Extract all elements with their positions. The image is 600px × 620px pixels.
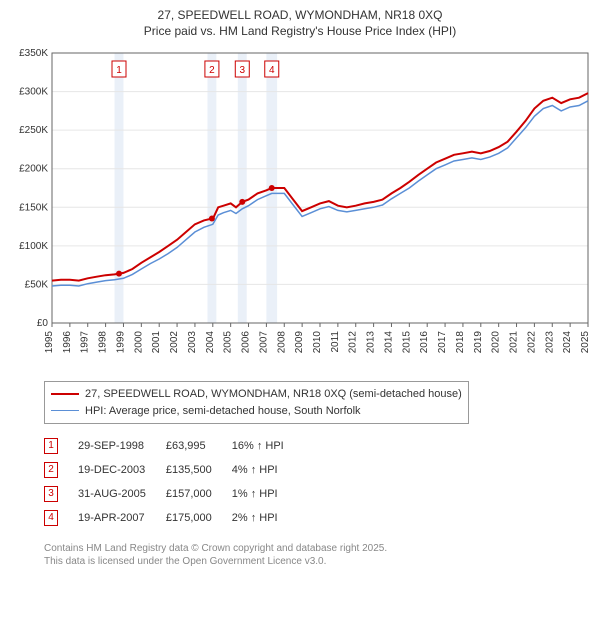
sale-price: £63,995 <box>166 434 232 458</box>
svg-text:2016: 2016 <box>419 331 430 354</box>
svg-text:2004: 2004 <box>205 331 216 354</box>
svg-text:2003: 2003 <box>187 331 198 354</box>
svg-text:£100K: £100K <box>19 241 48 252</box>
sale-dot <box>239 199 245 205</box>
sales-row: 1 29-SEP-1998£63,99516% ↑ HPI <box>44 434 304 458</box>
sale-price: £157,000 <box>166 482 232 506</box>
svg-text:2012: 2012 <box>348 331 359 354</box>
sale-dot <box>209 216 215 222</box>
sale-delta: 2% ↑ HPI <box>232 506 304 530</box>
svg-text:2025: 2025 <box>580 331 591 354</box>
series-hpi <box>52 101 588 286</box>
svg-text:2019: 2019 <box>473 331 484 354</box>
footnote-line-2: This data is licensed under the Open Gov… <box>44 555 592 568</box>
svg-text:3: 3 <box>239 65 245 76</box>
sale-marker-box: 4 <box>44 510 58 526</box>
chart-title-block: 27, SPEEDWELL ROAD, WYMONDHAM, NR18 0XQ … <box>8 8 592 39</box>
svg-text:£250K: £250K <box>19 125 48 136</box>
sale-delta: 4% ↑ HPI <box>232 458 304 482</box>
title-line-1: 27, SPEEDWELL ROAD, WYMONDHAM, NR18 0XQ <box>8 8 592 24</box>
svg-text:2021: 2021 <box>509 331 520 354</box>
svg-text:2020: 2020 <box>491 331 502 354</box>
sales-table: 1 29-SEP-1998£63,99516% ↑ HPI 2 19-DEC-2003… <box>44 434 304 530</box>
sale-date: 19-APR-2007 <box>78 506 166 530</box>
sales-row: 2 19-DEC-2003£135,5004% ↑ HPI <box>44 458 304 482</box>
footnote: Contains HM Land Registry data © Crown c… <box>44 542 592 568</box>
svg-text:2: 2 <box>209 65 215 76</box>
sale-delta: 1% ↑ HPI <box>232 482 304 506</box>
sale-marker-box: 1 <box>44 438 58 454</box>
svg-text:2007: 2007 <box>258 331 269 354</box>
svg-text:£300K: £300K <box>19 87 48 98</box>
legend-label: 27, SPEEDWELL ROAD, WYMONDHAM, NR18 0XQ … <box>85 386 462 403</box>
svg-text:1: 1 <box>116 65 122 76</box>
chart-container: £0 £50K £100K £150K £200K £250K £300K £350K 1995… <box>8 45 592 375</box>
svg-text:£350K: £350K <box>19 48 48 59</box>
svg-text:2015: 2015 <box>401 331 412 354</box>
svg-text:1999: 1999 <box>115 331 126 354</box>
price-chart: £0 £50K £100K £150K £200K £250K £300K £350K 1995… <box>8 45 592 375</box>
legend: 27, SPEEDWELL ROAD, WYMONDHAM, NR18 0XQ … <box>44 381 469 424</box>
svg-text:£50K: £50K <box>25 280 49 291</box>
svg-text:£0: £0 <box>37 318 49 329</box>
sales-row: 3 31-AUG-2005£157,0001% ↑ HPI <box>44 482 304 506</box>
sale-date: 31-AUG-2005 <box>78 482 166 506</box>
svg-text:1997: 1997 <box>80 331 91 354</box>
sale-marker-box: 2 <box>44 462 58 478</box>
svg-text:2009: 2009 <box>294 331 305 354</box>
sale-date: 29-SEP-1998 <box>78 434 166 458</box>
svg-text:1998: 1998 <box>98 331 109 354</box>
svg-text:2017: 2017 <box>437 331 448 354</box>
svg-text:4: 4 <box>269 65 275 76</box>
sale-dot <box>116 271 122 277</box>
svg-text:2001: 2001 <box>151 331 162 354</box>
legend-row-0: 27, SPEEDWELL ROAD, WYMONDHAM, NR18 0XQ … <box>51 386 462 403</box>
svg-text:2006: 2006 <box>241 331 252 354</box>
svg-text:2005: 2005 <box>223 331 234 354</box>
svg-text:2008: 2008 <box>276 331 287 354</box>
footnote-line-1: Contains HM Land Registry data © Crown c… <box>44 542 592 555</box>
legend-swatch <box>51 393 79 395</box>
svg-text:£150K: £150K <box>19 202 48 213</box>
svg-text:2010: 2010 <box>312 331 323 354</box>
sale-price: £135,500 <box>166 458 232 482</box>
svg-text:2002: 2002 <box>169 331 180 354</box>
svg-text:1995: 1995 <box>44 331 55 354</box>
svg-text:2000: 2000 <box>133 331 144 354</box>
sales-row: 4 19-APR-2007£175,0002% ↑ HPI <box>44 506 304 530</box>
svg-text:2023: 2023 <box>544 331 555 354</box>
svg-text:2018: 2018 <box>455 331 466 354</box>
sale-price: £175,000 <box>166 506 232 530</box>
svg-text:2013: 2013 <box>366 331 377 354</box>
legend-row-1: HPI: Average price, semi-detached house,… <box>51 403 462 420</box>
svg-text:2022: 2022 <box>526 331 537 354</box>
svg-text:2014: 2014 <box>383 331 394 354</box>
series-price_paid <box>52 93 588 281</box>
legend-label: HPI: Average price, semi-detached house,… <box>85 403 361 420</box>
title-line-2: Price paid vs. HM Land Registry's House … <box>8 24 592 40</box>
sale-marker-box: 3 <box>44 486 58 502</box>
svg-text:1996: 1996 <box>62 331 73 354</box>
sale-dot <box>269 185 275 191</box>
svg-text:2024: 2024 <box>562 331 573 354</box>
legend-swatch <box>51 410 79 411</box>
sale-delta: 16% ↑ HPI <box>232 434 304 458</box>
svg-text:£200K: £200K <box>19 164 48 175</box>
svg-text:2011: 2011 <box>330 331 341 353</box>
sale-date: 19-DEC-2003 <box>78 458 166 482</box>
